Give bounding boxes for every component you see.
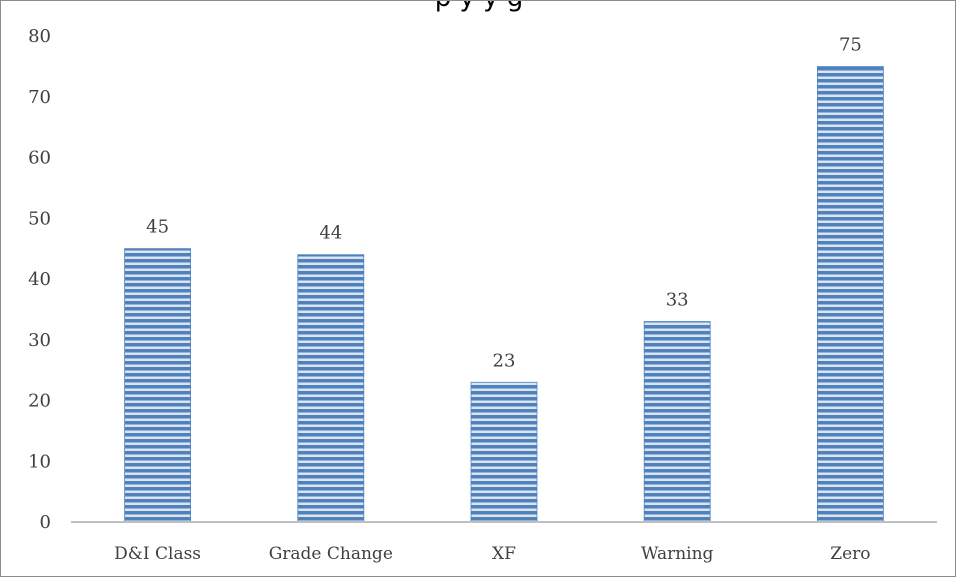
bar: [470, 381, 538, 523]
y-tick-label: 40: [28, 269, 51, 290]
y-axis-ticks: 0 10 20 30 40 50 60 70 80: [28, 26, 51, 533]
data-label: 44: [319, 223, 342, 244]
bar: [643, 321, 711, 523]
bar: [817, 65, 884, 523]
x-tick-label: XF: [492, 544, 516, 564]
y-tick-label: 60: [28, 148, 51, 169]
bar: [297, 254, 365, 523]
y-tick-label: 80: [28, 26, 51, 47]
y-tick-label: 70: [28, 87, 51, 108]
data-label: 23: [493, 350, 516, 371]
bar: [124, 248, 191, 523]
x-axis-ticks: D&I Class Grade Change XF Warning Zero: [114, 544, 870, 564]
y-tick-label: 50: [28, 208, 51, 229]
bars: [124, 65, 884, 523]
data-label: 75: [839, 34, 862, 55]
x-tick-label: Grade Change: [269, 544, 393, 564]
chart-title: p y y g: [1, 1, 955, 13]
x-tick-label: D&I Class: [114, 544, 201, 564]
x-tick-label: Warning: [641, 544, 714, 564]
x-tick-label: Zero: [830, 544, 870, 564]
data-labels: 45 44 23 33 75: [146, 34, 862, 371]
data-label: 45: [146, 217, 169, 238]
y-tick-label: 20: [28, 391, 51, 412]
data-label: 33: [666, 290, 689, 311]
y-tick-label: 30: [28, 330, 51, 351]
y-tick-label: 0: [40, 512, 51, 533]
y-tick-label: 10: [28, 451, 51, 472]
